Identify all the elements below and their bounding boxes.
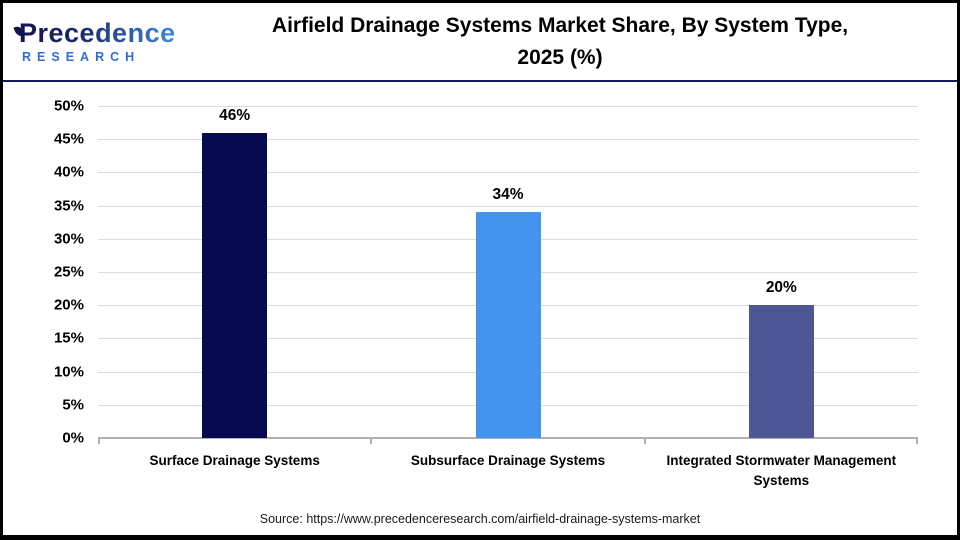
category-label: Surface Drainage Systems [149, 453, 320, 468]
y-axis-label: 25% [53, 263, 84, 281]
bar [748, 305, 814, 438]
chart-title: Airfield Drainage Systems Market Share, … [171, 10, 957, 73]
category-label: Integrated Stormwater Management Systems [666, 453, 897, 488]
precedence-research-logo: Precedence RESEARCH [3, 19, 175, 64]
gridline-50 [98, 106, 918, 107]
bar-value-label: 34% [492, 186, 524, 204]
y-axis-label: 5% [62, 396, 84, 414]
y-axis-label: 20% [53, 296, 84, 314]
bar [202, 132, 268, 438]
gridline-40 [98, 172, 918, 174]
x-axis-tick [916, 438, 918, 444]
bar-value-label: 46% [219, 106, 251, 124]
chart-title-line2: 2025 (%) [517, 45, 603, 69]
x-axis-tick [370, 438, 373, 444]
category-label: Subsurface Drainage Systems [410, 453, 606, 468]
gridline-35 [98, 205, 918, 207]
source-text: Source: https://www.precedenceresearch.c… [259, 512, 701, 526]
logo-subtext: RESEARCH [22, 49, 141, 64]
y-axis-label: 45% [53, 130, 84, 148]
x-axis-tick [643, 438, 646, 444]
y-axis-label: 40% [53, 163, 84, 181]
bar [475, 212, 541, 438]
y-axis-label: 0% [62, 429, 84, 447]
chart-region: 0% 5% 10% 15% 20% 25% 30% 35% 40% 45% 50% 46% Surfac… [3, 84, 957, 535]
logo-wordmark: Precedence [19, 17, 176, 48]
gridline-45 [98, 139, 918, 141]
y-axis-label: 35% [53, 197, 84, 215]
plot-area: 0% 5% 10% 15% 20% 25% 30% 35% 40% 45% 50% 46% Surfac… [54, 98, 918, 488]
chart-title-line1: Airfield Drainage Systems Market Share, … [271, 14, 849, 37]
header: Precedence RESEARCH Airfield Drainage Sy… [3, 3, 957, 82]
x-axis-tick [98, 438, 100, 444]
y-axis-label: 15% [53, 329, 84, 347]
bar-value-label: 20% [765, 279, 797, 297]
y-axis-label: 30% [53, 230, 84, 248]
y-axis-label: 10% [53, 363, 84, 381]
x-axis-line [98, 437, 918, 439]
y-axis-label: 50% [53, 97, 84, 115]
